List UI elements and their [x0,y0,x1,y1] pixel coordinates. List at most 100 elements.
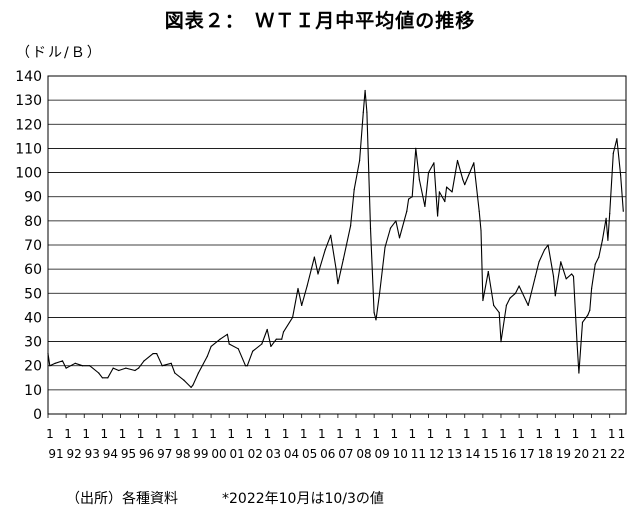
y-tick-label: 130 [15,93,42,109]
x-tick-year-label: 04 [284,447,299,461]
data-point [335,268,337,270]
x-tick-month-label: 1 [173,427,181,441]
data-point [543,249,546,251]
data-point [572,275,575,277]
data-point [261,343,263,345]
y-tick-label: 10 [24,383,42,399]
data-point [560,261,562,263]
data-point [74,362,76,364]
data-point [54,362,56,364]
data-point [156,353,158,355]
data-point [398,237,401,239]
data-point [433,162,435,164]
data-point [605,217,607,219]
grid-lines [48,99,626,391]
data-point [498,312,500,314]
x-tick-month-label: 1 [46,427,54,441]
x-tick-year-label: 92 [66,447,81,461]
data-point [270,345,272,347]
data-point [384,246,386,248]
x-tick-year-label: 03 [266,447,281,461]
data-point [197,372,199,374]
x-tick-year-label: 16 [501,447,516,461]
x-tick-month-label: 1 [282,427,290,441]
y-tick-label: 60 [24,262,42,278]
x-tick-month-label: 1 [264,427,272,441]
y-tick-label: 80 [24,214,42,230]
data-point [547,244,549,246]
data-point [275,338,277,340]
data-point [152,353,154,355]
y-tick-label: 110 [15,141,42,157]
data-point [210,345,212,347]
data-point [143,360,145,362]
x-tick-year-label: 15 [483,447,498,461]
data-point [534,275,537,277]
x-tick-year-label: 01 [230,447,245,461]
data-point [478,210,480,212]
data-point [98,372,100,374]
data-point [364,89,366,92]
data-point [282,331,285,333]
x-tick-year-label: 19 [556,447,571,461]
x-tick-month-label: 1 [409,427,417,441]
data-point [330,234,332,236]
data-point [438,191,440,193]
data-point [192,384,194,386]
data-point [161,365,163,367]
plot-frame [47,75,627,415]
data-point [170,362,172,364]
data-point [65,367,67,369]
wti-price-line [47,89,624,388]
x-tick-year-label: 20 [574,447,589,461]
x-tick-month-label: 1 [155,427,163,441]
x-tick-month-label: 1 [82,427,90,441]
x-tick-month-label: 1 [245,427,253,441]
data-point [451,191,453,193]
data-point [554,295,556,297]
x-tick-year-label: 93 [85,447,100,461]
x-tick-month-label: 1 [590,427,598,441]
data-point [418,179,420,181]
x-tick-month-label: 1 [499,427,507,441]
y-tick-label: 140 [15,69,42,85]
data-point [107,377,109,379]
data-point [427,172,430,174]
x-tick-month-label: 1 [427,427,435,441]
data-point [616,138,618,140]
x-tick-year-label: 07 [338,447,353,461]
data-point [297,287,299,290]
x-tick-year-label: 12 [429,447,444,461]
data-point [190,386,192,388]
data-point [362,111,364,113]
y-tick-label: 70 [24,238,42,254]
data-point [601,239,604,241]
data-point [462,179,464,181]
data-point [118,369,120,372]
source-note: （出所）各種資料 [66,491,178,507]
x-tick-year-label: 11 [411,447,426,461]
data-point [406,210,408,212]
data-point [174,372,176,374]
x-tick-month-label: 1 [372,427,380,441]
data-point [101,377,103,379]
data-point [527,304,529,306]
y-tick-label: 40 [24,310,42,326]
data-point [301,304,303,306]
x-tick-year-label: 95 [121,447,136,461]
data-point [456,159,459,162]
x-tick-year-label: 06 [320,447,335,461]
data-point [607,239,609,241]
data-point [292,316,294,318]
data-point [317,273,319,275]
x-tick-year-label: 17 [519,447,534,461]
data-point [598,256,600,258]
data-point [138,367,140,369]
x-tick-year-label: 21 [592,447,607,461]
y-tick-label: 20 [24,359,42,375]
data-point [482,299,484,302]
x-tick-year-label: 22 [610,447,625,461]
data-point [353,188,355,191]
series-lines [47,89,624,388]
data-point [565,278,567,280]
